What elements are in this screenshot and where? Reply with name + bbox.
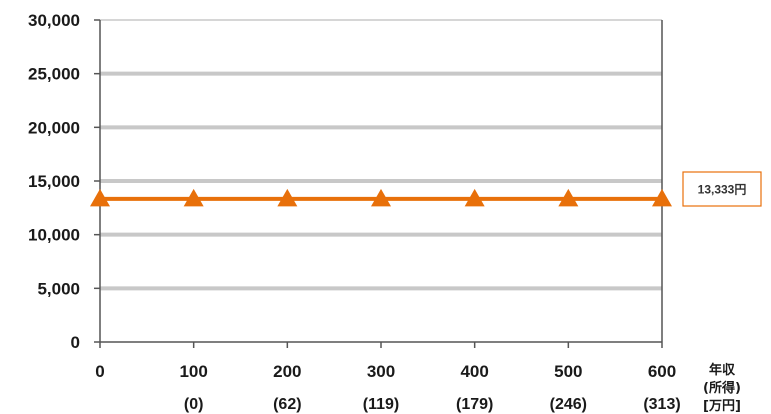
series-layer xyxy=(90,188,672,207)
data-point-marker xyxy=(90,188,110,207)
x-tick-label: 500 xyxy=(554,362,582,381)
data-point-marker xyxy=(464,188,485,207)
x-tick-label: 100 xyxy=(179,362,207,381)
x-tick-labels: 0 100 (0) 200 (62) 300 (119) 400 (179) 500 (246) 60… xyxy=(95,362,680,413)
axis-layer xyxy=(94,19,663,348)
x-axis-title: 年収 (所得) [万円] xyxy=(703,362,741,414)
data-point-marker xyxy=(652,188,672,207)
callout-label: 13,333円 xyxy=(698,183,747,197)
x-sub-label: (119) xyxy=(363,396,399,413)
x-sub-label: (313) xyxy=(643,396,680,413)
x-sub-label: (0) xyxy=(184,396,204,413)
x-axis-title-line-3: [万円] xyxy=(703,399,741,414)
y-tick-label: 15,000 xyxy=(28,172,80,191)
data-point-marker xyxy=(183,188,204,207)
y-tick-label: 20,000 xyxy=(28,118,80,137)
x-sub-label: (246) xyxy=(550,396,587,413)
x-tick-label: 0 xyxy=(95,362,104,381)
x-sub-label: (62) xyxy=(273,396,301,413)
data-point-marker xyxy=(277,188,298,207)
x-tick-label: 300 xyxy=(367,362,395,381)
y-tick-label: 25,000 xyxy=(28,65,80,84)
y-tick-labels: 0 5,000 10,000 15,000 20,000 25,000 30,000 xyxy=(28,11,80,352)
x-tick-label: 400 xyxy=(460,362,488,381)
x-sub-label: (179) xyxy=(456,396,493,413)
y-tick-label: 0 xyxy=(71,333,80,352)
x-axis-title-line-2: (所得) xyxy=(703,380,741,396)
x-tick-label: 200 xyxy=(273,362,301,381)
y-tick-label: 5,000 xyxy=(37,279,80,298)
grid-layer xyxy=(100,19,662,291)
x-tick-label: 600 xyxy=(648,362,676,381)
y-tick-label: 10,000 xyxy=(28,226,80,245)
y-tick-label: 30,000 xyxy=(28,11,80,30)
value-callout: 13,333円 xyxy=(682,171,762,207)
data-point-marker xyxy=(558,188,579,207)
x-axis-title-line-1: 年収 xyxy=(709,362,736,378)
data-point-marker xyxy=(371,188,391,207)
callout-box xyxy=(682,171,762,207)
